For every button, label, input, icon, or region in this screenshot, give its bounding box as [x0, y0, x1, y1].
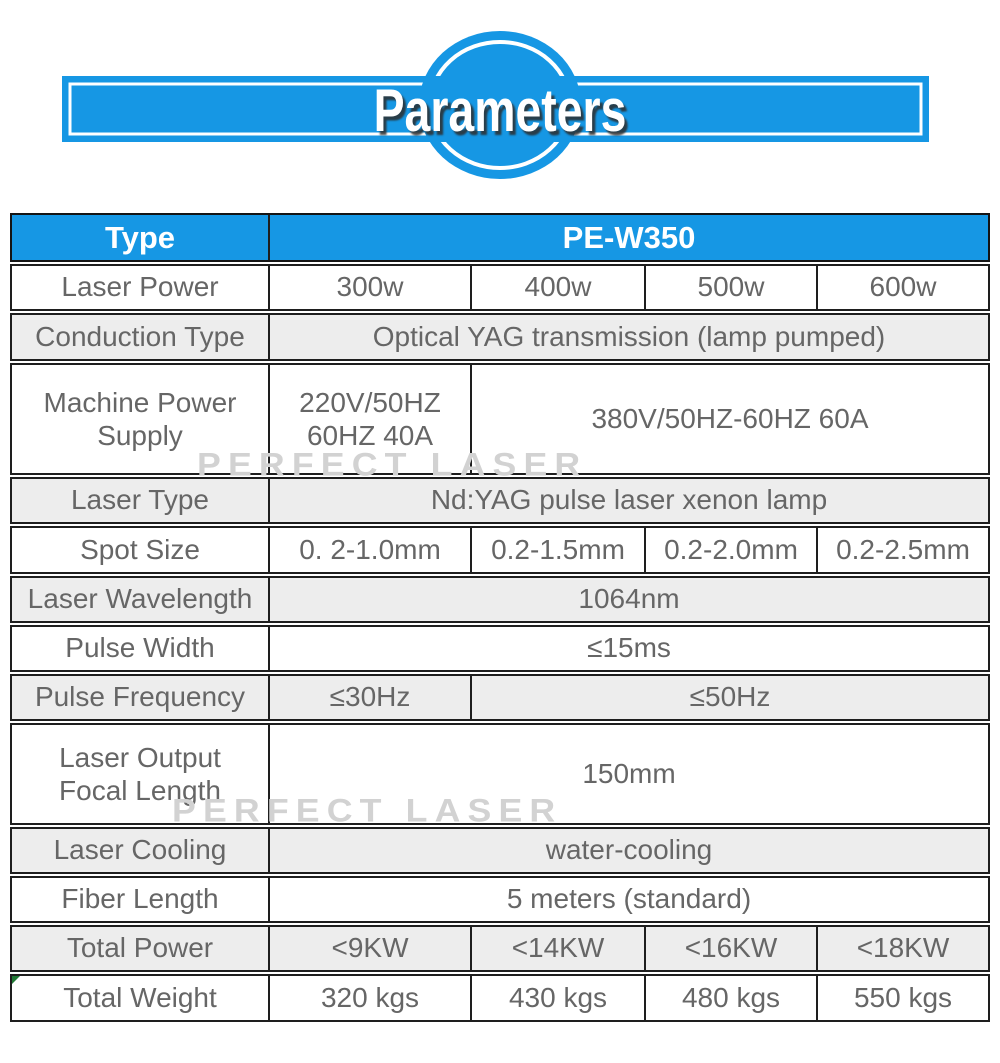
cell-value: water-cooling — [268, 829, 988, 872]
cell-value: 0.2-2.5mm — [816, 528, 988, 572]
row-label-line: Focal Length — [59, 775, 221, 806]
banner-graphic — [62, 31, 929, 179]
cell-value: 0.2-1.5mm — [470, 528, 644, 572]
table-row-conduction-type: Conduction Type Optical YAG transmission… — [10, 313, 990, 361]
parameters-banner: Parameters — [0, 0, 1000, 215]
banner-bar — [62, 76, 929, 142]
row-label: Pulse Width — [65, 632, 215, 664]
cell-value: 380V/50HZ-60HZ 60A — [470, 365, 988, 473]
page-title: Parameters — [373, 76, 627, 145]
header-model: PE-W350 — [268, 215, 988, 260]
cell-value: 150mm — [268, 725, 988, 823]
row-label: Conduction Type — [35, 320, 245, 352]
table-row-total-weight: Total Weight 320 kgs 430 kgs 480 kgs 550… — [10, 974, 990, 1022]
cell-value: Nd:YAG pulse laser xenon lamp — [268, 479, 988, 522]
table-row-pulse-frequency: Pulse Frequency ≤30Hz ≤50Hz — [10, 674, 990, 721]
table-row-fiber-length: Fiber Length 5 meters (standard) — [10, 876, 990, 923]
cell-value: 320 kgs — [268, 976, 470, 1020]
cell-flag-triangle — [12, 976, 20, 984]
cell-value: 550 kgs — [816, 976, 988, 1020]
cell-value: <16KW — [644, 927, 816, 970]
watermark-perfect-laser: PERFECT LASER — [197, 447, 588, 483]
banner-bar-inner-line — [68, 82, 923, 136]
banner-title-box: Parameters — [0, 76, 1000, 142]
watermark-perfect-laser: PERFECT LASER — [172, 793, 563, 829]
row-label-line: Supply — [97, 420, 183, 451]
cell-value: 300w — [268, 266, 470, 309]
cell-value: Optical YAG transmission (lamp pumped) — [268, 315, 988, 359]
row-label: Spot Size — [80, 533, 200, 565]
row-label-line: Laser Output — [59, 742, 221, 773]
row-label: Total Power — [66, 932, 214, 964]
table-row-laser-power: Laser Power 300w 400w 500w 600w — [10, 264, 990, 311]
table-row-laser-wavelength: Laser Wavelength 1064nm — [10, 576, 990, 623]
row-label: Laser Wavelength — [27, 583, 253, 615]
cell-value: <18KW — [816, 927, 988, 970]
cell-value: 600w — [816, 266, 988, 309]
cell-value: 400w — [470, 266, 644, 309]
row-label: Laser Type — [70, 484, 210, 516]
cell-value: 220V/50HZ 60HZ 40A — [268, 365, 470, 473]
row-label: Laser Power — [61, 271, 219, 303]
cell-value: ≤50Hz — [470, 676, 988, 719]
table-header-row: Type PE-W350 — [10, 213, 990, 262]
row-label: Laser Output Focal Length — [12, 725, 268, 823]
cell-value: 0. 2-1.0mm — [268, 528, 470, 572]
row-label-line: Machine Power — [43, 387, 237, 418]
cell-value-line: 220V/50HZ — [299, 387, 441, 418]
header-type-label: Type — [104, 219, 176, 255]
row-label: Pulse Frequency — [34, 681, 246, 713]
cell-value: 480 kgs — [644, 976, 816, 1020]
table-row-machine-power-supply: Machine Power Supply 220V/50HZ 60HZ 40A … — [10, 363, 990, 475]
row-label: Total Weight — [63, 981, 217, 1013]
table-row-laser-output-focal-length: Laser Output Focal Length 150mm — [10, 723, 990, 825]
cell-value: 430 kgs — [470, 976, 644, 1020]
cell-value: <14KW — [470, 927, 644, 970]
table-row-spot-size: Spot Size 0. 2-1.0mm 0.2-1.5mm 0.2-2.0mm… — [10, 526, 990, 574]
spec-table: Type PE-W350 Laser Power 300w 400w 500w … — [10, 213, 990, 1024]
cell-value: 500w — [644, 266, 816, 309]
row-label: Machine Power Supply — [12, 365, 268, 473]
cell-value: ≤15ms — [268, 627, 988, 670]
cell-value-line: 60HZ 40A — [306, 420, 434, 451]
cell-value: ≤30Hz — [268, 676, 470, 719]
table-row-laser-cooling: Laser Cooling water-cooling — [10, 827, 990, 874]
table-row-pulse-width: Pulse Width ≤15ms — [10, 625, 990, 672]
row-label: Fiber Length — [61, 883, 219, 915]
cell-value: 5 meters (standard) — [268, 878, 988, 921]
cell-value: <9KW — [268, 927, 470, 970]
table-row-total-power: Total Power <9KW <14KW <16KW <18KW — [10, 925, 990, 972]
cell-value: 0.2-2.0mm — [644, 528, 816, 572]
table-row-laser-type: Laser Type Nd:YAG pulse laser xenon lamp — [10, 477, 990, 524]
row-label: Laser Cooling — [53, 834, 227, 866]
cell-value: 1064nm — [268, 578, 988, 621]
